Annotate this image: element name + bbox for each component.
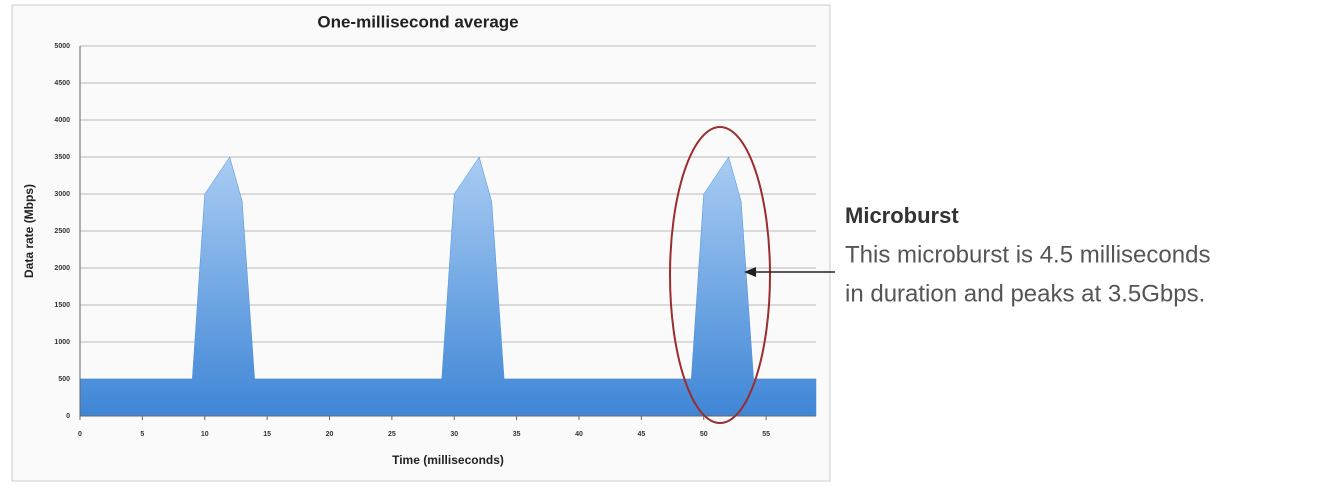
x-tick-label: 50 bbox=[700, 431, 708, 438]
y-tick-label: 2000 bbox=[54, 265, 70, 272]
y-tick-label: 5000 bbox=[54, 43, 70, 50]
annotation-title: Microburst bbox=[845, 203, 959, 228]
y-tick-label: 500 bbox=[58, 376, 70, 383]
chart-title: One-millisecond average bbox=[317, 12, 518, 31]
x-tick-label: 55 bbox=[762, 431, 770, 438]
plot: 0500100015002000250030003500400045005000… bbox=[54, 43, 817, 438]
y-tick-label: 3000 bbox=[54, 191, 70, 198]
x-tick-label: 30 bbox=[450, 431, 458, 438]
y-tick-label: 1500 bbox=[54, 302, 70, 309]
arrow-head bbox=[744, 267, 756, 277]
highlight-ellipse bbox=[669, 126, 771, 424]
annotation-text: in duration and peaks at 3.5Gbps. bbox=[845, 280, 1205, 307]
x-tick-label: 35 bbox=[513, 431, 521, 438]
x-tick-label: 10 bbox=[201, 431, 209, 438]
x-tick-label: 0 bbox=[78, 431, 82, 438]
x-tick-label: 25 bbox=[388, 431, 396, 438]
x-tick-label: 20 bbox=[326, 431, 334, 438]
y-tick-label: 4500 bbox=[54, 80, 70, 87]
y-tick-label: 3500 bbox=[54, 154, 70, 161]
x-tick-label: 40 bbox=[575, 431, 583, 438]
annotation-text: This microburst is 4.5 milliseconds bbox=[845, 241, 1210, 268]
y-tick-label: 4000 bbox=[54, 117, 70, 124]
area bbox=[79, 156, 817, 417]
x-tick-label: 5 bbox=[140, 431, 144, 438]
x-tick-label: 15 bbox=[263, 431, 271, 438]
y-tick-label: 0 bbox=[66, 413, 70, 420]
y-axis-label: Data rate (Mbps) bbox=[22, 184, 36, 278]
y-tick-label: 2500 bbox=[54, 228, 70, 235]
x-tick-label: 45 bbox=[637, 431, 645, 438]
y-tick-label: 1000 bbox=[54, 339, 70, 346]
x-axis-label: Time (milliseconds) bbox=[392, 453, 504, 467]
